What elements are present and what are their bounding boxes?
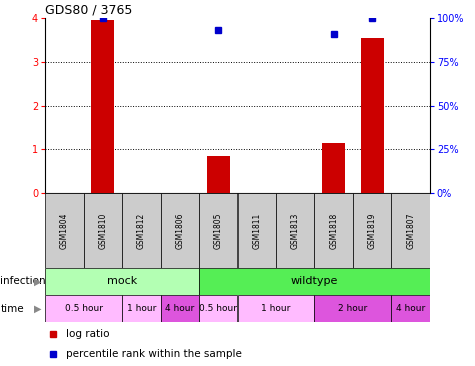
Text: GSM1819: GSM1819 — [368, 212, 377, 249]
Text: wildtype: wildtype — [291, 276, 338, 287]
Text: 0.5 hour: 0.5 hour — [65, 304, 103, 313]
Text: ▶: ▶ — [34, 303, 42, 314]
Text: infection: infection — [0, 276, 46, 287]
Text: log ratio: log ratio — [66, 329, 110, 339]
Bar — [207, 156, 230, 193]
Bar — [391, 295, 430, 322]
Text: GSM1805: GSM1805 — [214, 212, 223, 249]
Bar — [276, 193, 314, 268]
Text: GSM1811: GSM1811 — [252, 212, 261, 249]
Bar — [84, 193, 122, 268]
Bar — [238, 193, 276, 268]
Text: 2 hour: 2 hour — [338, 304, 368, 313]
Text: 0.5 hour: 0.5 hour — [200, 304, 237, 313]
Bar — [45, 193, 84, 268]
Bar — [199, 193, 238, 268]
Text: GSM1810: GSM1810 — [98, 212, 107, 249]
Bar — [45, 295, 122, 322]
Text: GDS80 / 3765: GDS80 / 3765 — [45, 4, 133, 17]
Text: GSM1804: GSM1804 — [60, 212, 69, 249]
Text: 1 hour: 1 hour — [127, 304, 156, 313]
Text: GSM1813: GSM1813 — [291, 212, 300, 249]
Bar — [361, 38, 384, 193]
Text: GSM1806: GSM1806 — [175, 212, 184, 249]
Bar — [122, 193, 161, 268]
Bar — [91, 20, 114, 193]
Text: 1 hour: 1 hour — [261, 304, 291, 313]
Text: time: time — [0, 303, 24, 314]
Bar — [391, 193, 430, 268]
Bar — [199, 295, 238, 322]
Bar — [199, 268, 430, 295]
Bar — [45, 268, 199, 295]
Bar — [161, 193, 199, 268]
Bar — [238, 295, 314, 322]
Text: GSM1812: GSM1812 — [137, 212, 146, 249]
Text: ▶: ▶ — [34, 276, 42, 287]
Text: GSM1818: GSM1818 — [329, 212, 338, 249]
Bar — [161, 295, 199, 322]
Bar — [314, 295, 391, 322]
Text: percentile rank within the sample: percentile rank within the sample — [66, 349, 242, 359]
Text: 4 hour: 4 hour — [165, 304, 194, 313]
Text: mock: mock — [107, 276, 137, 287]
Bar — [122, 295, 161, 322]
Text: 4 hour: 4 hour — [396, 304, 425, 313]
Bar — [322, 143, 345, 193]
Text: GSM1807: GSM1807 — [406, 212, 415, 249]
Bar — [353, 193, 391, 268]
Bar — [314, 193, 353, 268]
